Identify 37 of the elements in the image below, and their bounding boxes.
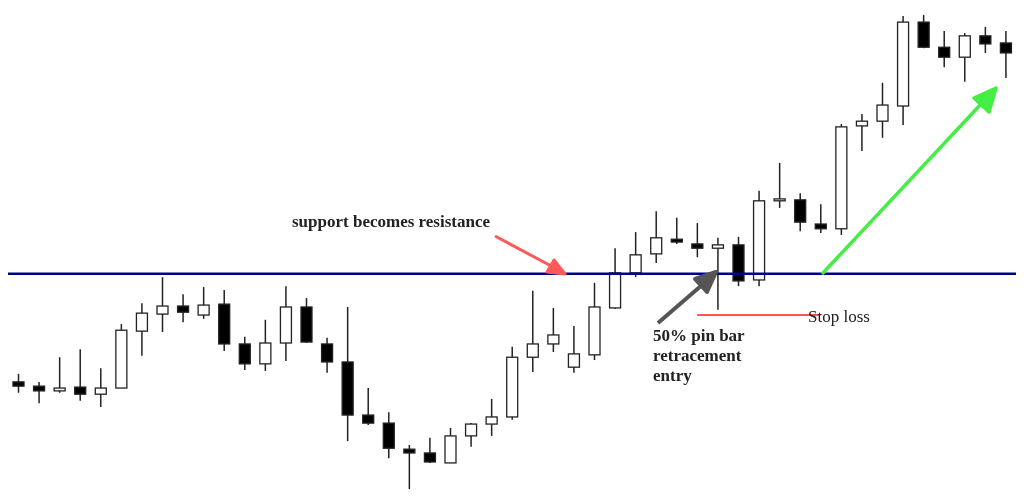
candlestick bbox=[855, 113, 869, 152]
candlestick bbox=[794, 192, 807, 232]
candlestick bbox=[938, 30, 951, 68]
candlestick bbox=[567, 325, 581, 374]
candlestick bbox=[32, 381, 46, 404]
candlestick bbox=[464, 422, 478, 448]
candlestick bbox=[176, 293, 190, 323]
candlestick bbox=[12, 373, 25, 394]
candlestick bbox=[876, 82, 889, 139]
annotation: 50% pin bar retracement entry bbox=[653, 326, 746, 386]
candlestick bbox=[999, 30, 1013, 79]
candlestick bbox=[979, 26, 992, 54]
candlestick bbox=[423, 437, 437, 464]
candlestick bbox=[320, 337, 334, 374]
candlestick bbox=[156, 276, 169, 333]
candlestick bbox=[74, 348, 87, 402]
candlestick bbox=[526, 290, 539, 373]
candlestick bbox=[53, 356, 66, 394]
candlestick bbox=[362, 387, 375, 426]
candlestick bbox=[629, 231, 642, 278]
candlestick bbox=[135, 302, 149, 357]
annotation: support becomes resistance bbox=[292, 212, 490, 232]
candlestick bbox=[485, 398, 498, 437]
ref-line-label: Stop loss bbox=[808, 307, 870, 328]
candlestick bbox=[773, 162, 786, 209]
candlestick bbox=[691, 222, 704, 258]
candlestick bbox=[650, 210, 663, 264]
candlestick bbox=[259, 319, 272, 372]
candlestick bbox=[197, 286, 210, 320]
candlestick bbox=[547, 307, 560, 353]
candlestick bbox=[814, 203, 827, 234]
candlestick bbox=[670, 217, 683, 245]
candlestick bbox=[403, 444, 416, 489]
candlestick bbox=[711, 237, 725, 311]
candlestick bbox=[958, 32, 971, 83]
candlestick bbox=[238, 336, 251, 371]
candlestick bbox=[94, 367, 107, 408]
